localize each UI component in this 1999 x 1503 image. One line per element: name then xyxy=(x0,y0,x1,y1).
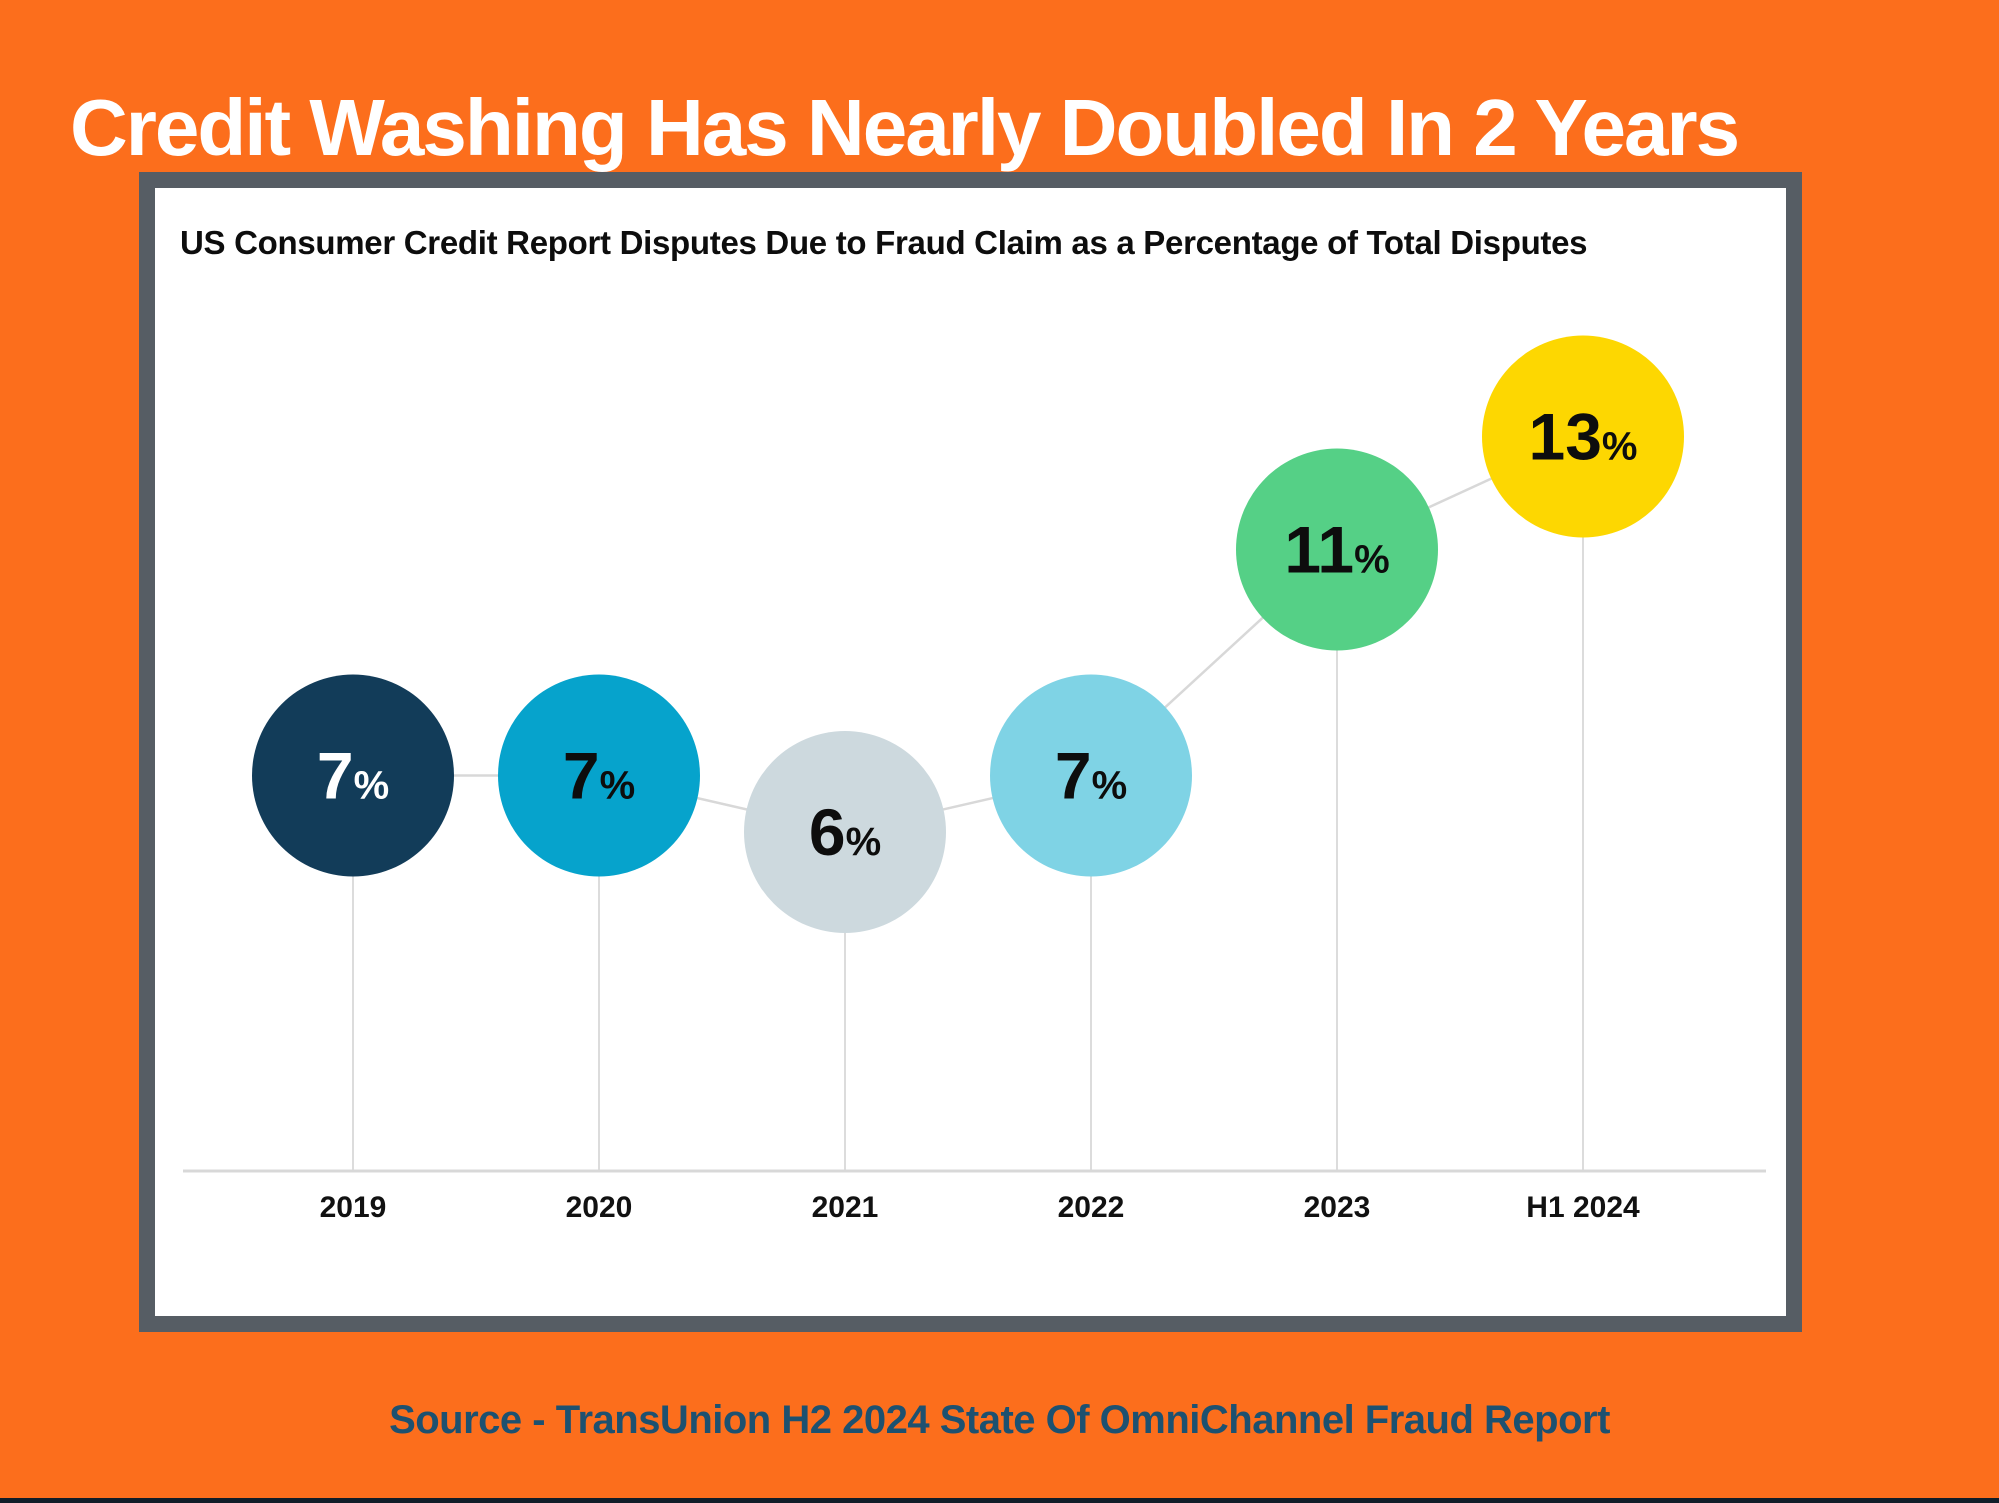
data-point-circle xyxy=(1236,448,1438,651)
page-title: Credit Washing Has Nearly Doubled In 2 Y… xyxy=(70,82,1740,172)
data-point-circle xyxy=(744,731,946,933)
data-point-label: 6% xyxy=(809,795,881,869)
data-point-circle xyxy=(990,674,1192,877)
data-point-label: 11% xyxy=(1284,513,1389,587)
data-point-label: 13% xyxy=(1529,400,1638,474)
x-axis-tick-label: 2022 xyxy=(1058,1191,1125,1224)
data-point-label: 7% xyxy=(563,739,635,813)
data-point-unit: % xyxy=(354,764,390,808)
data-point-value: 7 xyxy=(563,739,600,813)
x-axis-tick-label: H1 2024 xyxy=(1526,1191,1640,1224)
x-axis-tick-label: 2021 xyxy=(812,1191,879,1224)
x-axis-tick-label: 2020 xyxy=(566,1191,633,1224)
data-point-circle xyxy=(498,674,700,877)
data-point-unit: % xyxy=(1354,538,1390,582)
data-point-value: 11 xyxy=(1284,513,1354,587)
data-point-unit: % xyxy=(846,820,882,864)
data-point-label: 7% xyxy=(1055,739,1127,813)
bottom-accent-bar xyxy=(0,1498,1999,1503)
data-point-label: 7% xyxy=(317,739,389,813)
data-point-unit: % xyxy=(600,764,636,808)
source-caption: Source - TransUnion H2 2024 State Of Omn… xyxy=(389,1398,1610,1442)
data-point-value: 13 xyxy=(1529,400,1602,474)
x-axis-tick-label: 2023 xyxy=(1304,1191,1371,1224)
data-point-value: 7 xyxy=(1055,739,1092,813)
data-point-value: 6 xyxy=(809,795,846,869)
chart-subtitle: US Consumer Credit Report Disputes Due t… xyxy=(180,224,1588,261)
data-point-circle xyxy=(252,674,454,877)
data-point-value: 7 xyxy=(317,739,354,813)
data-point-circle xyxy=(1482,335,1684,538)
data-point-unit: % xyxy=(1092,764,1128,808)
data-point-unit: % xyxy=(1602,425,1638,469)
x-axis-tick-label: 2019 xyxy=(320,1191,387,1224)
